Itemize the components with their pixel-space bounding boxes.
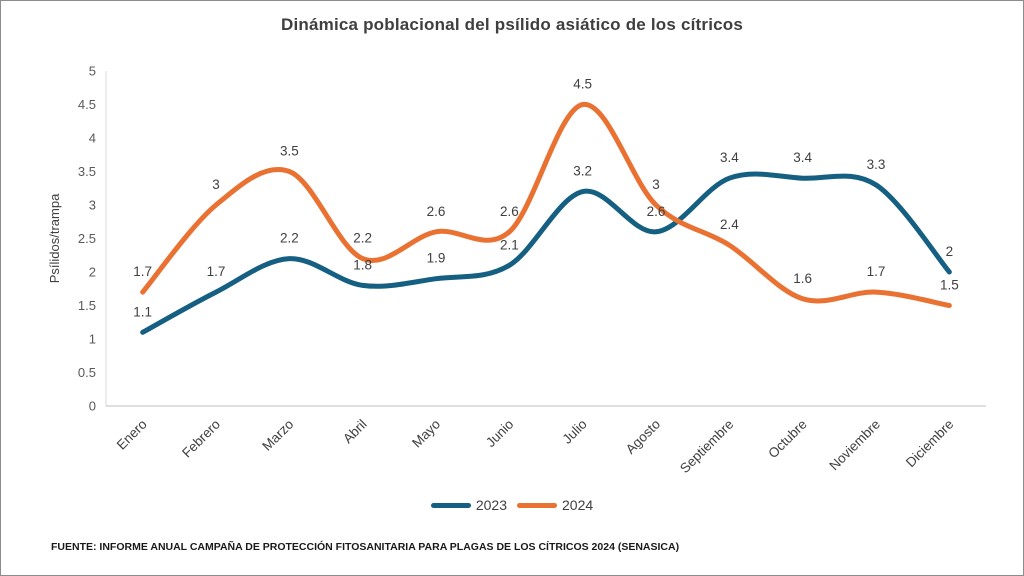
y-tick-label: 0.5 <box>78 365 96 380</box>
data-label-2024: 1.5 <box>940 278 959 293</box>
data-label-2024: 2.2 <box>353 231 372 246</box>
legend-item-2023: 2023 <box>430 497 507 513</box>
data-label-2023: 1.1 <box>133 304 152 319</box>
x-category-label: Octubre <box>765 417 810 462</box>
x-category-label: Noviembre <box>826 417 883 474</box>
data-label-2024: 3 <box>652 177 660 192</box>
series-line-2023 <box>140 171 952 335</box>
series-line-2024 <box>140 101 952 308</box>
data-label-2024: 1.7 <box>867 264 886 279</box>
y-tick-label: 4.5 <box>78 97 96 112</box>
x-category-label: Mayo <box>409 417 443 451</box>
chart-legend: 2023 2024 <box>1 497 1023 513</box>
line-chart-canvas: 0 0.5 1 1.5 2 2.5 3 3.5 4 4.5 5 Psílidos/trampa Ener… <box>47 64 986 476</box>
data-label-2023: 1.9 <box>427 251 446 266</box>
y-tick-label: 3 <box>89 198 96 213</box>
y-tick-label: 3.5 <box>78 164 96 179</box>
y-tick-label: 0 <box>89 399 96 414</box>
x-category-label: Febrero <box>179 417 223 461</box>
data-label-2023: 2.2 <box>280 231 299 246</box>
data-label-2024: 1.6 <box>793 271 812 286</box>
y-axis-title: Psílidos/trampa <box>47 193 62 283</box>
legend-swatch-2023 <box>430 502 471 508</box>
data-label-2023: 2.6 <box>647 204 666 219</box>
x-category-label: Enero <box>114 417 150 453</box>
y-tick-label: 5 <box>89 64 96 79</box>
x-category-label: Julio <box>560 417 590 447</box>
y-tick-label: 1 <box>89 332 96 347</box>
y-tick-label: 2.5 <box>78 231 96 246</box>
x-category-label: Abril <box>340 417 370 447</box>
data-label-2023: 3.3 <box>867 157 886 172</box>
x-category-label: Diciembre <box>903 417 957 471</box>
data-label-2023: 1.8 <box>353 257 372 272</box>
data-label-2024: 4.5 <box>573 77 592 92</box>
y-tick-label: 2 <box>89 265 96 280</box>
legend-swatch-2024 <box>517 502 557 508</box>
data-label-2024: 3 <box>212 177 220 192</box>
data-label-2024: 2.6 <box>427 204 446 219</box>
legend-label-2023: 2023 <box>475 497 507 513</box>
x-category-label: Junio <box>483 417 516 450</box>
y-tick-label: 1.5 <box>78 298 96 313</box>
data-label-2023: 2 <box>946 244 954 259</box>
source-note: FUENTE: INFORME ANUAL CAMPAÑA DE PROTECC… <box>51 541 680 553</box>
data-label-2023: 3.4 <box>720 150 739 165</box>
data-label-2023: 3.4 <box>793 150 812 165</box>
data-label-2023: 2.1 <box>500 237 519 252</box>
data-label-2024: 2.6 <box>500 204 519 219</box>
legend-label-2024: 2024 <box>562 497 594 513</box>
data-label-2024: 2.4 <box>720 217 739 232</box>
data-label-2024: 3.5 <box>280 144 299 159</box>
chart-title: Dinámica poblacional del psílido asiátic… <box>280 15 744 34</box>
data-label-2023: 3.2 <box>573 164 592 179</box>
y-tick-label: 4 <box>89 131 96 146</box>
x-category-label: Septiembre <box>677 417 736 476</box>
x-category-label: Agosto <box>623 417 663 457</box>
data-label-2024: 1.7 <box>133 264 152 279</box>
data-label-2023: 1.7 <box>207 264 226 279</box>
x-category-label: Marzo <box>259 417 296 454</box>
legend-item-2024: 2024 <box>517 497 593 513</box>
